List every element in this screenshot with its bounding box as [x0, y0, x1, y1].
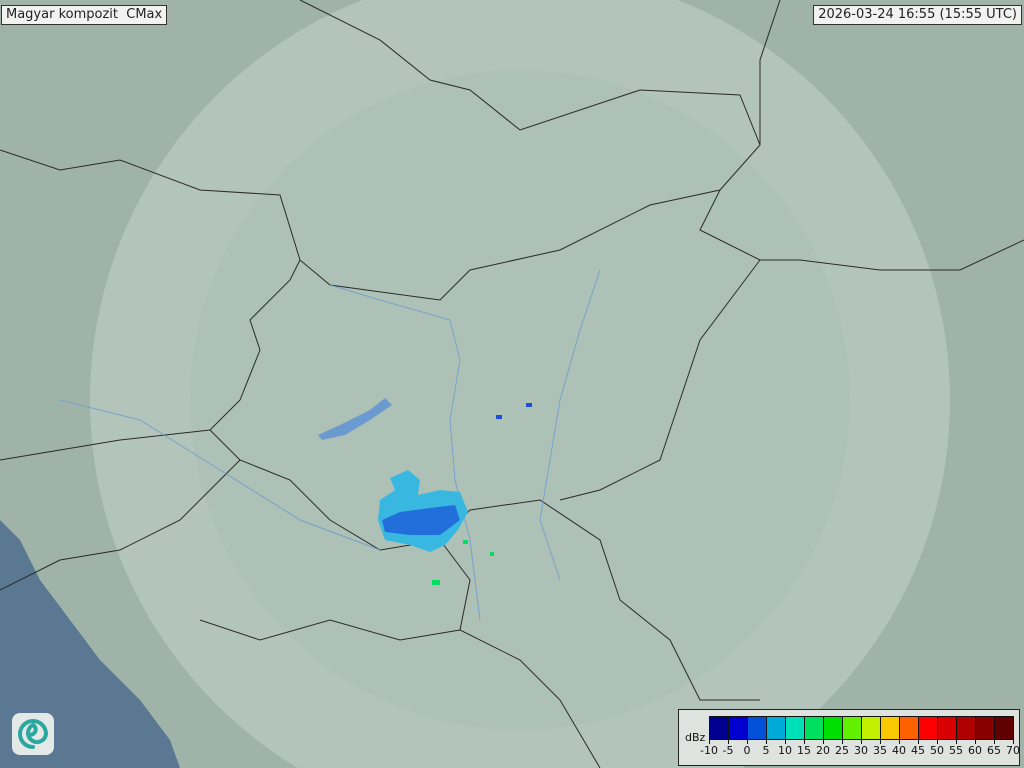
legend-tick-mark [785, 739, 786, 744]
legend-tick-label: 0 [743, 744, 751, 757]
legend-tick-label: 30 [854, 744, 868, 757]
legend-tick-mark [994, 739, 995, 744]
legend-tick-mark [1013, 739, 1014, 744]
legend-tick-label: -5 [722, 744, 734, 757]
legend-tick-label: 50 [930, 744, 944, 757]
dbz-legend: dBz -10 -5 0 5 10 15 20 25 30 35 40 45 50 55 60 65 70 [678, 709, 1020, 766]
legend-tick-mark [842, 739, 843, 744]
legend-swatch [729, 717, 748, 739]
legend-tick-mark [956, 739, 957, 744]
legend-swatch [976, 717, 995, 739]
legend-tick-label: 25 [835, 744, 849, 757]
legend-tick-mark [937, 739, 938, 744]
legend-tick-mark [918, 739, 919, 744]
legend-swatch [938, 717, 957, 739]
legend-tick-mark [899, 739, 900, 744]
radar-echoes [378, 403, 532, 585]
timestamp-label: 2026-03-24 16:55 (15:55 UTC) [813, 5, 1022, 25]
legend-swatch [957, 717, 976, 739]
legend-tick-mark [975, 739, 976, 744]
legend-tick-label: 5 [762, 744, 770, 757]
legend-ticks: -10 -5 0 5 10 15 20 25 30 35 40 45 50 55 60 65 70 [700, 739, 1020, 763]
legend-tick-label: 35 [873, 744, 887, 757]
color-scale [709, 716, 1014, 740]
legend-tick-label: 40 [892, 744, 906, 757]
legend-tick-label: 60 [968, 744, 982, 757]
legend-tick-label: 55 [949, 744, 963, 757]
legend-swatch [862, 717, 881, 739]
legend-swatch [805, 717, 824, 739]
legend-tick-label: 10 [778, 744, 792, 757]
legend-swatch [824, 717, 843, 739]
legend-tick-label: 70 [1006, 744, 1020, 757]
legend-tick-mark [804, 739, 805, 744]
legend-tick-label: 65 [987, 744, 1001, 757]
legend-tick-mark [823, 739, 824, 744]
adriatic-sea [0, 520, 180, 768]
legend-tick-label: -10 [700, 744, 718, 757]
legend-unit: dBz [685, 731, 706, 744]
legend-tick-label: 45 [911, 744, 925, 757]
legend-tick-mark [747, 739, 748, 744]
legend-tick-mark [880, 739, 881, 744]
legend-tick-mark [728, 739, 729, 744]
lowland-plain [190, 70, 850, 730]
product-title: Magyar kompozit CMax [1, 5, 168, 25]
legend-swatch [900, 717, 919, 739]
legend-swatch [919, 717, 938, 739]
legend-tick-mark [709, 739, 710, 744]
legend-swatch [881, 717, 900, 739]
legend-swatch [748, 717, 767, 739]
legend-tick-label: 15 [797, 744, 811, 757]
legend-swatch [767, 717, 786, 739]
legend-swatch [995, 717, 1013, 739]
rivers [59, 269, 601, 621]
legend-tick-label: 20 [816, 744, 830, 757]
radar-coverage-area [90, 0, 950, 768]
swirl-logo-icon [12, 713, 54, 755]
legend-tick-mark [766, 739, 767, 744]
legend-swatch [843, 717, 862, 739]
legend-swatch [710, 717, 729, 739]
legend-swatch [786, 717, 805, 739]
legend-tick-mark [861, 739, 862, 744]
lake-balaton [318, 398, 392, 440]
